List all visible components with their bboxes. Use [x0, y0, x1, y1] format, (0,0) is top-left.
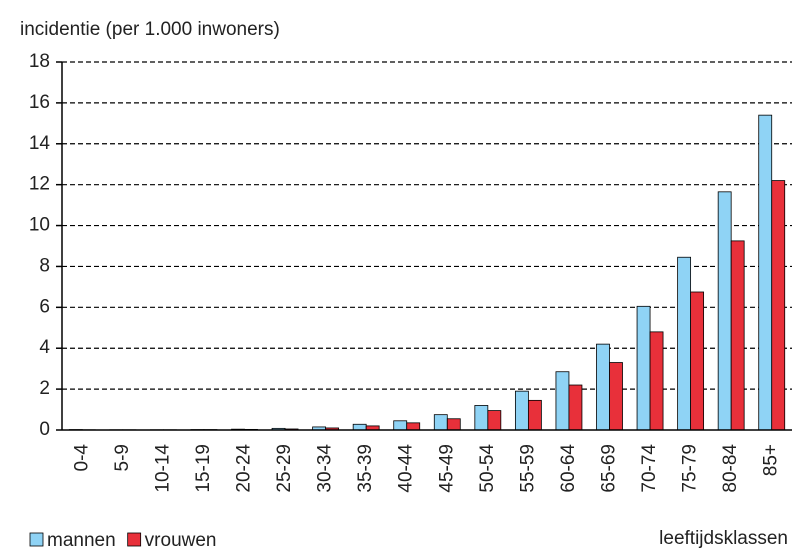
legend-label: vrouwen	[145, 530, 217, 550]
x-tick-label: 85+	[761, 444, 782, 476]
bar	[527, 399, 542, 431]
x-tick-label: 45-49	[436, 444, 457, 493]
bar	[446, 418, 461, 431]
x-tick-label: 10-14	[152, 444, 173, 493]
y-tick-label: 10	[29, 215, 50, 236]
bar	[474, 405, 489, 431]
bar	[393, 420, 408, 431]
legend-swatch	[29, 532, 44, 547]
x-axis-label: leeftijdsklassen	[659, 528, 788, 549]
x-tick-label: 35-39	[355, 444, 376, 493]
x-tick-label: 65-69	[599, 444, 620, 493]
y-tick-label: 4	[39, 337, 50, 358]
legend-label: mannen	[47, 530, 116, 550]
y-tick-label: 16	[29, 92, 50, 113]
bar	[609, 362, 623, 431]
bar	[677, 256, 692, 431]
y-tick-label: 8	[39, 255, 50, 276]
bar	[758, 114, 773, 431]
x-tick-label: 30-34	[315, 444, 336, 493]
x-tick-label: 80-84	[720, 444, 741, 493]
bar	[717, 191, 732, 431]
x-tick-label: 20-24	[234, 444, 255, 493]
bar	[596, 343, 610, 431]
x-tick-label: 40-44	[396, 444, 417, 493]
bar	[406, 422, 421, 431]
bar	[352, 423, 367, 431]
x-tick-label: 70-74	[639, 444, 660, 493]
chart-title: incidentie (per 1.000 inwoners)	[20, 19, 280, 40]
x-tick-label: 50-54	[477, 444, 498, 493]
y-tick-label: 12	[29, 174, 50, 195]
bar	[555, 371, 570, 431]
bar	[487, 410, 502, 431]
x-tick-label: 25-29	[274, 444, 295, 493]
y-tick-label: 18	[29, 51, 50, 72]
x-tick-label: 55-59	[517, 444, 538, 493]
y-tick-label: 0	[39, 419, 50, 440]
bar	[433, 414, 448, 431]
y-tick-label: 14	[29, 133, 51, 154]
legend-swatch	[127, 532, 142, 547]
bar	[649, 331, 664, 431]
x-tick-label: 0-4	[71, 444, 92, 472]
bar	[771, 180, 786, 431]
x-tick-label: 60-64	[558, 444, 579, 493]
bar	[636, 305, 651, 431]
y-tick-label: 2	[39, 378, 50, 399]
x-tick-label: 15-19	[193, 444, 214, 493]
x-tick-label: 5-9	[112, 444, 133, 471]
y-tick-label: 6	[39, 296, 50, 317]
bar	[514, 390, 529, 431]
bar	[568, 384, 583, 431]
x-tick-label: 75-79	[680, 444, 701, 493]
bar	[690, 291, 705, 431]
bar	[730, 240, 745, 431]
